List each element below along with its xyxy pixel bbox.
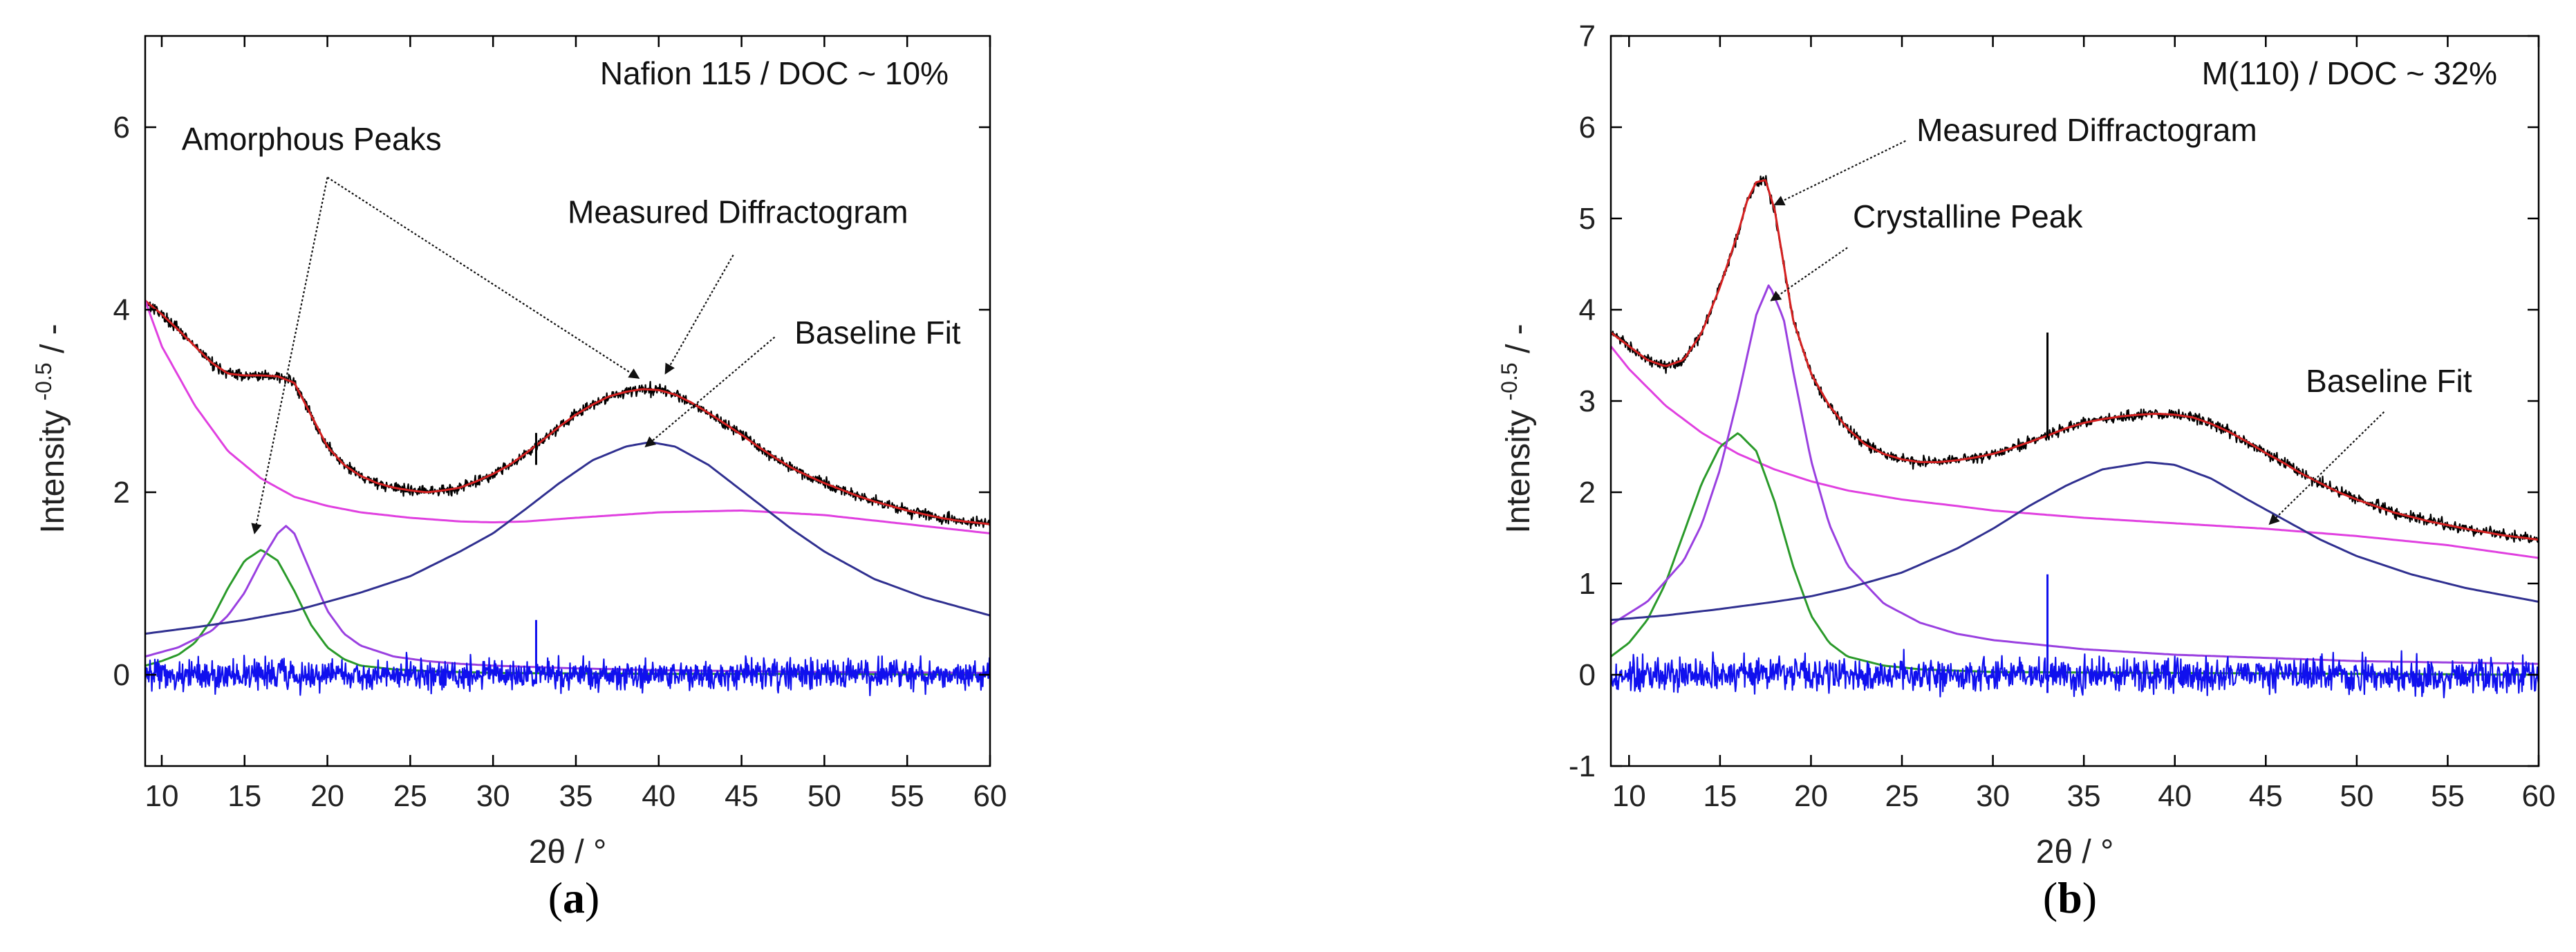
x-tick-label: 60 (973, 779, 1007, 813)
x-tick-label: 10 (144, 779, 178, 813)
panel-label-letter: b (2057, 873, 2082, 922)
series-amorphous-peak-2 (145, 525, 990, 674)
panel-label: (a) (548, 873, 600, 922)
annotation-baseline-fit: Baseline Fit (2306, 363, 2472, 399)
y-axis-title-sup: -0.5 (31, 362, 56, 400)
series-amorphous-peak-1 (1611, 432, 2539, 676)
y-axis-title-sup: -0.5 (1497, 362, 1522, 400)
x-tick-label: 50 (2340, 779, 2373, 813)
y-tick-label: 4 (1579, 293, 1596, 327)
y-tick-label: 7 (1579, 19, 1596, 53)
y-tick-label: 1 (1579, 567, 1596, 601)
y-tick-label: 0 (1579, 658, 1596, 692)
panel-label-close: ) (585, 873, 599, 922)
annotation-measured-diffractogram: Measured Diffractogram (568, 194, 908, 230)
plot-area (145, 299, 990, 697)
series-fit (1611, 179, 2539, 541)
panel-label: (b) (2043, 873, 2097, 922)
series-amorphous-peak-2 (1611, 461, 2539, 622)
series-residual (1611, 648, 2539, 699)
annotation-arrow (1773, 140, 1906, 206)
x-tick-label: 25 (1885, 779, 1919, 813)
x-tick-label: 50 (808, 779, 841, 813)
x-tick-label: 20 (310, 779, 344, 813)
y-tick-label: 5 (1579, 202, 1596, 236)
x-tick-label: 45 (2249, 779, 2283, 813)
x-tick-label: 25 (393, 779, 427, 813)
y-axis-title-tail: / - (1500, 324, 1537, 362)
series-baseline-fit (145, 300, 990, 534)
axes-frame (144, 35, 991, 767)
x-tick-label: 15 (227, 779, 261, 813)
x-tick-label: 35 (2067, 779, 2101, 813)
x-tick-label: 30 (476, 779, 510, 813)
series-residual (145, 651, 990, 697)
annotation-arrow (1770, 247, 1848, 301)
panel-label-open: ( (548, 873, 563, 922)
annotation-measured-diffractogram: Measured Diffractogram (1916, 112, 2257, 148)
annotation-arrow (644, 336, 776, 447)
y-tick-label: 2 (1579, 476, 1596, 510)
series-amorphous-peak-3 (145, 441, 990, 635)
x-tick-label: 30 (1976, 779, 2010, 813)
series-crystalline-peak (1611, 284, 2539, 665)
series-baseline-fit (1611, 345, 2539, 559)
x-axis-title: 2θ / ° (2036, 834, 2114, 870)
chart-title: M(110) / DOC ~ 32% (2202, 55, 2497, 91)
annotation-amorphous-peaks: Amorphous Peaks (182, 121, 442, 157)
series-fit (145, 299, 990, 525)
y-tick-label: 3 (1579, 384, 1596, 418)
y-axis-title: Intensity -0.5 / - (1497, 324, 1537, 533)
y-tick-label: 2 (113, 476, 130, 510)
annotation-baseline-fit: Baseline Fit (794, 315, 961, 351)
y-tick-label: 4 (113, 293, 130, 327)
y-axis-title-base: Intensity (35, 401, 71, 534)
y-tick-label: 6 (1579, 111, 1596, 144)
y-axis-title-tail: / - (35, 324, 71, 362)
annotation-arrow (664, 254, 734, 375)
series-amorphous-peak-1 (145, 549, 990, 676)
x-tick-label: 45 (725, 779, 758, 813)
x-tick-label: 15 (1703, 779, 1737, 813)
panel-a: 10 15 20 25 30 35 40 45 50 55 60 0 2 4 6 2θ / ° Intensit… (31, 35, 1007, 922)
x-tick-label: 55 (890, 779, 924, 813)
panel-label-close: ) (2082, 873, 2097, 922)
x-tick-label: 60 (2522, 779, 2556, 813)
x-tick-label: 35 (559, 779, 593, 813)
x-tick-label: 55 (2431, 779, 2465, 813)
y-tick-label: 6 (113, 111, 130, 144)
x-tick-label: 10 (1612, 779, 1646, 813)
annotation-arrow (326, 176, 640, 379)
y-tick-label: -1 (1569, 749, 1596, 783)
plot-area (1611, 175, 2539, 699)
chart-title: Nafion 115 / DOC ~ 10% (600, 55, 949, 91)
x-tick-label: 40 (642, 779, 675, 813)
y-tick-label: 0 (113, 658, 130, 692)
annotation-arrow (251, 177, 328, 534)
panel-label-open: ( (2043, 873, 2057, 922)
x-tick-label: 20 (1794, 779, 1828, 813)
y-axis-title: Intensity -0.5 / - (31, 324, 71, 533)
x-tick-label: 40 (2158, 779, 2192, 813)
x-axis-title: 2θ / ° (529, 834, 607, 870)
y-axis-title-base: Intensity (1500, 401, 1537, 534)
annotation-crystalline-peak: Crystalline Peak (1853, 198, 2083, 234)
annotation-arrow (2268, 411, 2385, 525)
panel-label-letter: a (563, 873, 585, 922)
